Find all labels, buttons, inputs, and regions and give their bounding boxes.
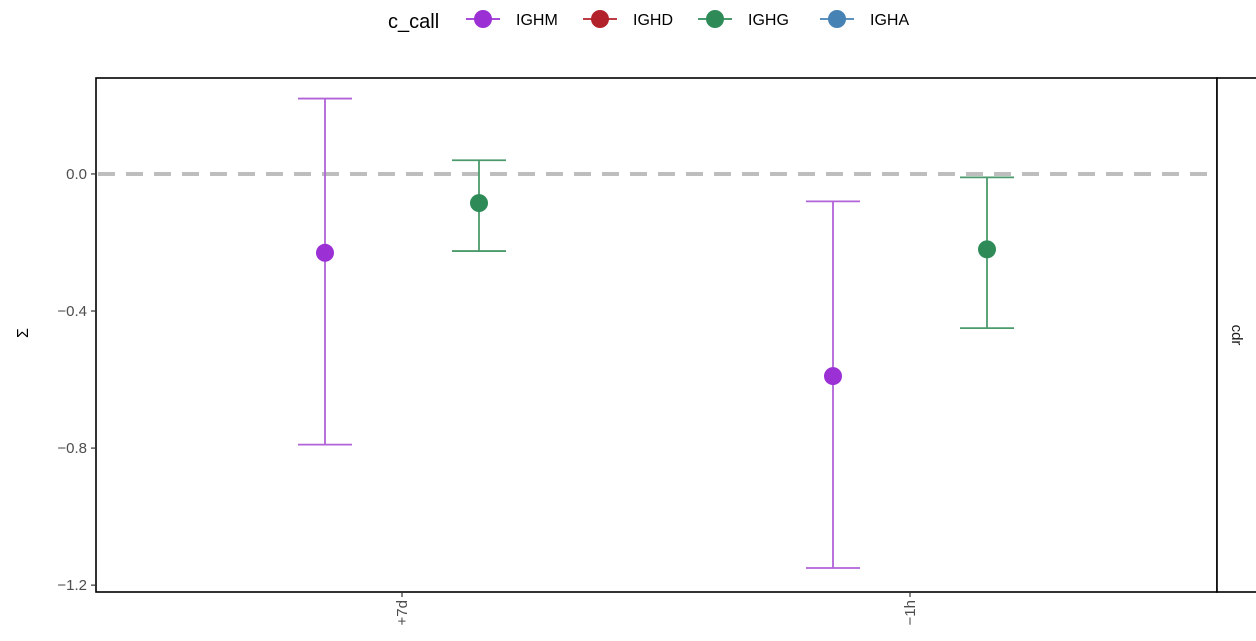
legend-key-dot (591, 10, 609, 28)
point-range-ighm-7d (298, 97, 352, 446)
legend-label: IGHA (870, 12, 909, 29)
legend-entry-igha: IGHA (820, 10, 909, 29)
point-range-ighm-1h (806, 200, 860, 569)
facet-strip: cdr (1216, 77, 1256, 593)
y-tick-label-0-8: −0.8 (57, 440, 87, 457)
point-marker (978, 240, 996, 259)
legend-key-dot (828, 10, 846, 28)
point-marker (316, 243, 334, 262)
legend-entry-ighm: IGHM (466, 10, 558, 29)
legend-label: IGHG (748, 12, 789, 29)
x-axis: +7d −1h (394, 592, 919, 625)
legend-label: IGHD (633, 12, 673, 29)
point-marker (824, 367, 842, 386)
point-range-ighg-7d (452, 159, 506, 252)
x-tick-label-1h: −1h (902, 600, 919, 625)
point-marker (470, 194, 488, 213)
y-axis-title: Σ (15, 328, 32, 338)
legend-entry-ighg: IGHG (698, 10, 789, 29)
y-tick-label-1-2: −1.2 (57, 577, 87, 594)
legend-entries: IGHM IGHD IGHG IGHA (466, 10, 909, 29)
legend: c_call IGHM IGHD IGHG IGHA (388, 10, 909, 33)
panel-border (95, 77, 1218, 593)
legend-key-dot (474, 10, 492, 28)
plot-panel (95, 77, 1218, 593)
y-axis: 0.0 −0.4 −0.8 −1.2 (57, 166, 96, 594)
point-range-ighg-1h (960, 176, 1014, 330)
data-marks (298, 97, 1014, 569)
legend-key-dot (706, 10, 724, 28)
facet-strip-background (1216, 77, 1256, 593)
legend-label: IGHM (516, 12, 558, 29)
y-tick-label-0-0: 0.0 (66, 166, 87, 183)
y-tick-label-0-4: −0.4 (57, 303, 87, 320)
facet-strip-label: cdr (1228, 325, 1245, 346)
x-tick-label-7d: +7d (394, 600, 411, 625)
legend-entry-ighd: IGHD (583, 10, 673, 29)
legend-title: c_call (388, 11, 439, 33)
